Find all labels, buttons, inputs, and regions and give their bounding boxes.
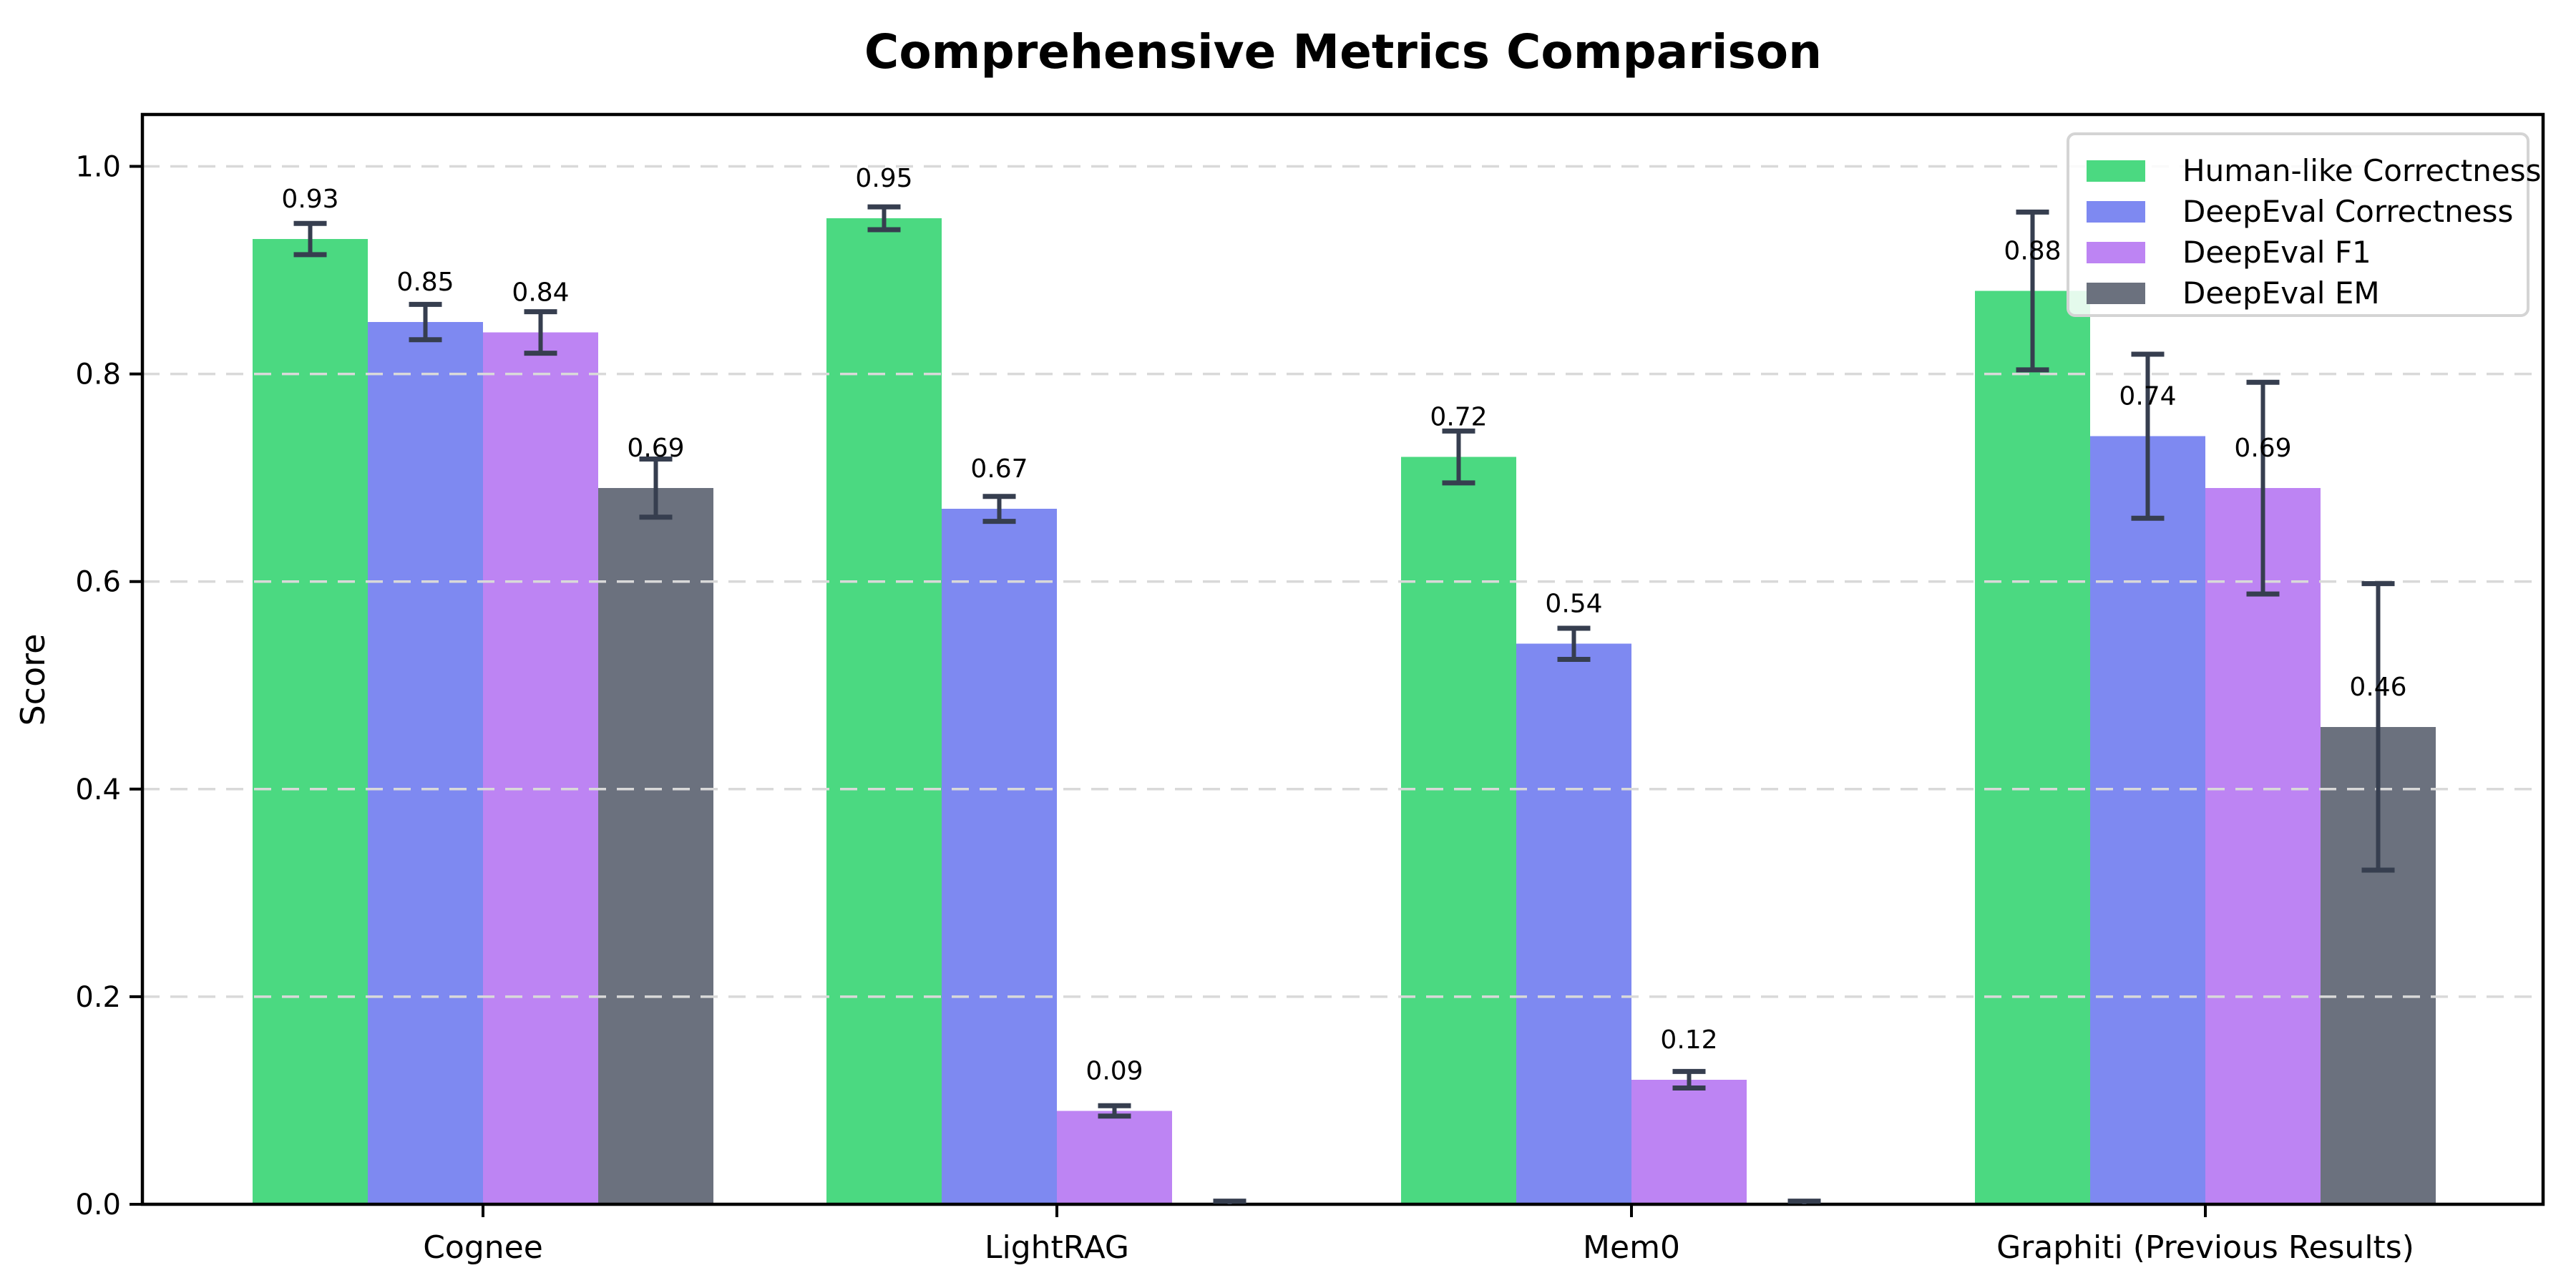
bar <box>2205 488 2321 1204</box>
legend-swatch <box>2087 283 2145 305</box>
bar <box>1631 1079 1747 1204</box>
legend-label: DeepEval F1 <box>2182 235 2371 270</box>
bar <box>1975 291 2090 1205</box>
bar-value-label: 0.85 <box>396 268 454 297</box>
legend-entry: DeepEval F1 <box>2087 233 2512 273</box>
y-axis-label: Score <box>14 634 52 726</box>
bar <box>253 239 368 1204</box>
x-tick-label: LightRAG <box>985 1229 1129 1266</box>
x-tick-label: Cognee <box>423 1229 543 1266</box>
x-tick-label: Graphiti (Previous Results) <box>1996 1229 2414 1266</box>
legend-entry: Human-like Correctness <box>2087 150 2542 191</box>
bar <box>1401 457 1516 1204</box>
bar <box>942 509 1057 1204</box>
bar <box>368 322 483 1205</box>
y-tick-label: 0.6 <box>75 566 121 599</box>
bar <box>826 218 942 1204</box>
y-tick-label: 0.4 <box>75 774 121 806</box>
y-tick-label: 1.0 <box>75 151 121 184</box>
bar-value-label: 0.95 <box>855 164 912 193</box>
bar-value-label: 0.09 <box>1085 1056 1143 1085</box>
bar-value-label: 0.69 <box>2234 434 2291 463</box>
legend: Human-like Correctness DeepEval Correctne… <box>2067 132 2542 317</box>
bar <box>598 488 713 1204</box>
bar-value-label: 0.88 <box>2004 237 2061 266</box>
bar <box>483 332 598 1205</box>
x-tick-label: Mem0 <box>1583 1229 1680 1266</box>
bar-value-label: 0.74 <box>2119 382 2176 411</box>
bar-value-label: 0.12 <box>1660 1025 1717 1055</box>
bar <box>2090 436 2205 1204</box>
y-tick-label: 0.2 <box>75 981 121 1014</box>
bar-value-label: 0.84 <box>512 278 569 308</box>
legend-swatch <box>2087 242 2145 264</box>
legend-entry: DeepEval EM <box>2087 273 2512 314</box>
bar <box>1516 643 1631 1204</box>
bar-value-label: 0.54 <box>1545 590 1602 619</box>
legend-entry: DeepEval Correctness <box>2087 191 2514 232</box>
bar <box>1057 1111 1172 1204</box>
legend-label: DeepEval Correctness <box>2182 193 2514 229</box>
chart-title: Comprehensive Metrics Comparison <box>864 24 1822 79</box>
bar-value-label: 0.46 <box>2349 673 2406 702</box>
legend-label: Human-like Correctness <box>2182 152 2542 188</box>
legend-label: DeepEval EM <box>2182 275 2380 311</box>
y-tick-label: 0.0 <box>75 1189 121 1221</box>
bar-value-label: 0.67 <box>970 454 1028 484</box>
bar-value-label: 0.93 <box>281 185 338 214</box>
bar-value-label: 0.69 <box>627 434 684 463</box>
legend-swatch <box>2087 200 2145 223</box>
bar-value-label: 0.72 <box>1430 403 1487 432</box>
axes-frame <box>140 112 2545 1206</box>
y-tick-label: 0.8 <box>75 358 121 391</box>
legend-swatch <box>2087 160 2145 182</box>
